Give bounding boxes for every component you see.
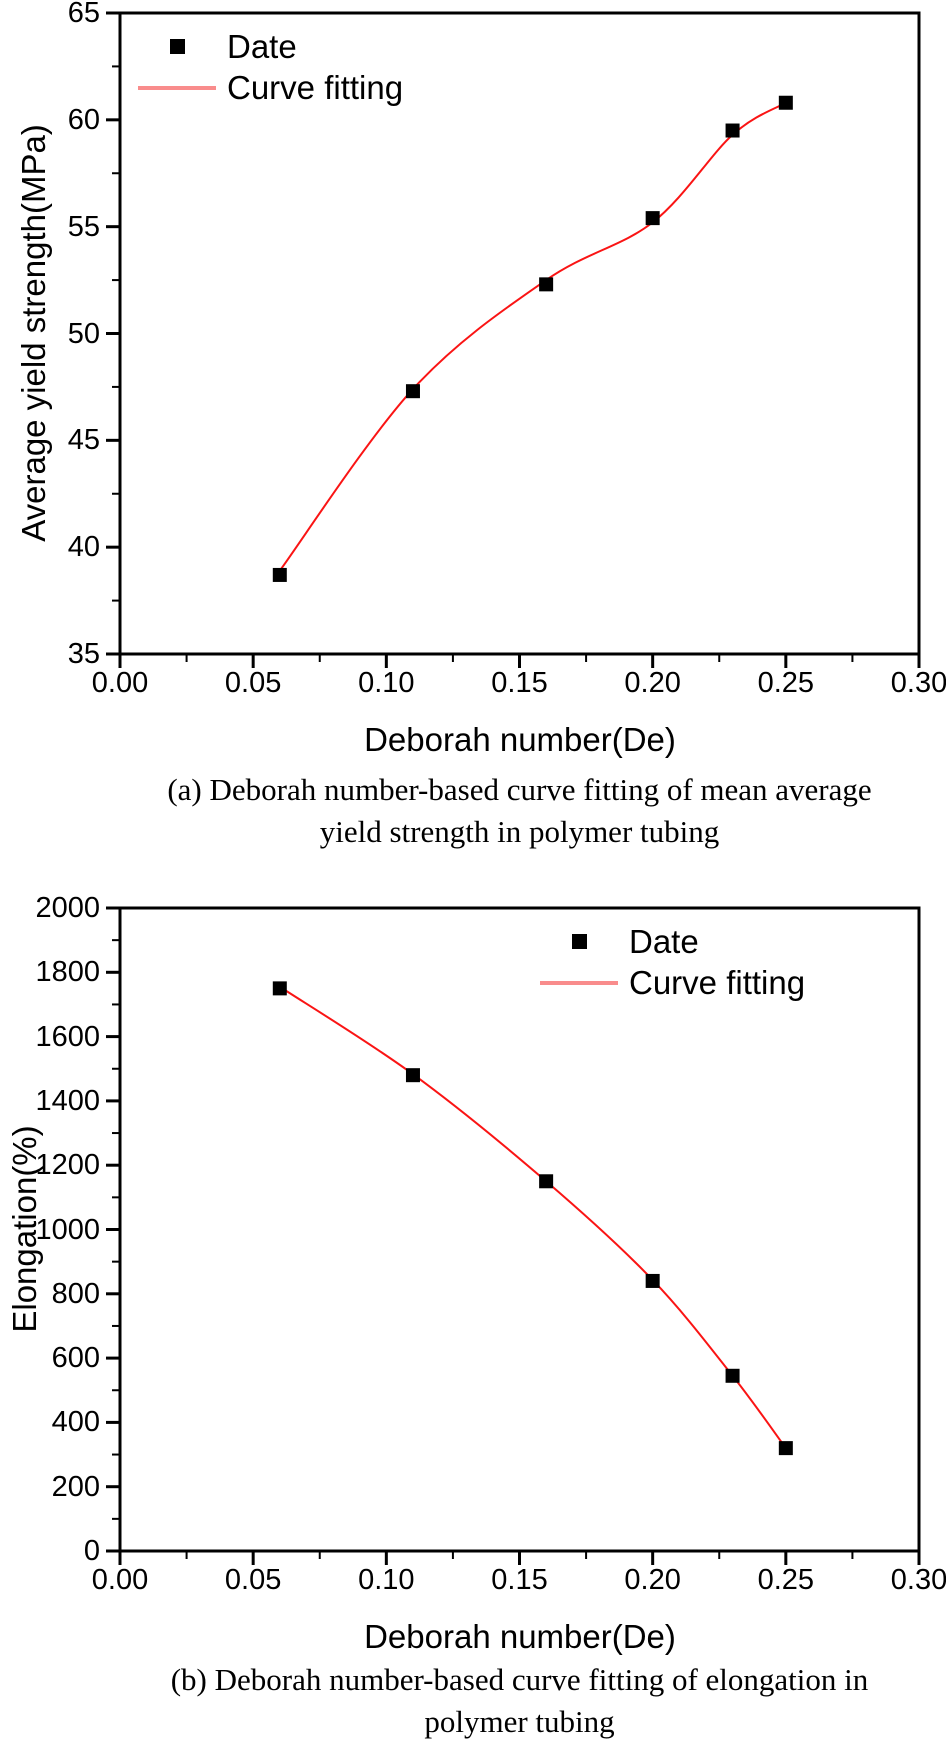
legend-square-marker-icon xyxy=(169,39,185,54)
data-point-marker-a xyxy=(778,95,793,110)
y-tick-label: 65 xyxy=(67,0,100,29)
legend-line-icon xyxy=(138,85,216,90)
y-tick-label: 0 xyxy=(83,1535,100,1567)
x-tick-label: 0.25 xyxy=(757,667,815,699)
chart-b-legend: Date Curve fitting xyxy=(539,921,805,1003)
data-point-marker-a xyxy=(539,277,554,292)
data-point-marker-b xyxy=(778,1441,793,1456)
x-tick-label: 0.30 xyxy=(890,1564,946,1596)
chart-b-caption-line1: (b) Deborah number-based curve fitting o… xyxy=(170,1662,869,1697)
data-point-marker-a xyxy=(725,123,740,138)
y-tick-label: 35 xyxy=(67,638,100,670)
data-point-marker-a xyxy=(272,567,287,582)
x-tick-label: 0.15 xyxy=(491,667,548,699)
data-point-marker-b xyxy=(725,1368,740,1383)
x-tick-label: 0.15 xyxy=(491,1564,548,1596)
chart-b-legend-marker-sample xyxy=(539,934,619,949)
y-tick-label: 1600 xyxy=(35,1020,100,1053)
y-tick-label: 600 xyxy=(51,1342,100,1375)
fitted-curve-a xyxy=(278,101,787,572)
data-point-marker-b xyxy=(405,1068,420,1083)
chart-b-caption: (b) Deborah number-based curve fitting o… xyxy=(93,1659,946,1743)
chart-a-legend-row-data: Date xyxy=(137,26,403,67)
chart-a-legend: Date Curve fitting xyxy=(137,26,403,108)
chart-a-x-axis-title: Deborah number(De) xyxy=(364,721,676,758)
fitted-curve-b xyxy=(279,985,787,1449)
y-tick-label: 200 xyxy=(51,1470,100,1503)
x-tick-label: 0.20 xyxy=(624,1564,681,1596)
chart-a-caption: (a) Deborah number-based curve fitting o… xyxy=(93,769,946,853)
chart-a-caption-line1: (a) Deborah number-based curve fitting o… xyxy=(167,772,872,807)
chart-b-x-axis-title: Deborah number(De) xyxy=(364,1618,676,1655)
plot-frame-a xyxy=(118,11,921,656)
y-tick-label: 800 xyxy=(51,1277,100,1310)
y-tick-label: 40 xyxy=(67,531,100,564)
x-tick-label: 0.00 xyxy=(91,1564,149,1596)
chart-b-legend-row-data: Date xyxy=(539,921,805,962)
x-tick-label: 0.20 xyxy=(624,667,681,699)
chart-b-legend-row-curve: Curve fitting xyxy=(539,962,805,1003)
y-tick-label: 45 xyxy=(67,424,100,457)
chart-a-legend-label-curve: Curve fitting xyxy=(227,68,404,106)
chart-b-legend-label-date: Date xyxy=(629,922,699,960)
x-tick-label: 0.30 xyxy=(890,667,946,699)
data-point-marker-a xyxy=(645,211,660,226)
y-tick-label: 60 xyxy=(67,103,100,136)
x-tick-label: 0.10 xyxy=(358,1564,415,1596)
chart-b-caption-line2: polymer tubing xyxy=(424,1704,615,1739)
chart-a-legend-row-curve: Curve fitting xyxy=(137,67,403,108)
x-tick-label: 0.00 xyxy=(91,667,149,699)
data-point-marker-b xyxy=(645,1273,660,1288)
plot-frame-b xyxy=(118,906,921,1553)
x-tick-label: 0.05 xyxy=(224,667,282,699)
chart-a-legend-marker-sample xyxy=(137,39,217,54)
y-tick-label: 2000 xyxy=(35,892,100,924)
y-tick-label: 55 xyxy=(67,210,100,243)
chart-a-caption-line2: yield strength in polymer tubing xyxy=(319,814,720,849)
legend-line-icon xyxy=(540,980,618,985)
legend-square-marker-icon xyxy=(571,934,587,949)
y-tick-label: 1400 xyxy=(35,1084,100,1117)
chart-a-legend-line-sample xyxy=(137,85,217,90)
x-tick-label: 0.05 xyxy=(224,1564,282,1596)
y-tick-label: 1800 xyxy=(35,956,100,989)
y-tick-label: 1000 xyxy=(35,1213,100,1246)
chart-b-legend-label-curve: Curve fitting xyxy=(629,963,806,1001)
data-point-marker-a xyxy=(405,384,420,399)
y-tick-label: 1200 xyxy=(35,1149,100,1182)
x-tick-label: 0.10 xyxy=(358,667,415,699)
data-point-marker-b xyxy=(272,981,287,996)
x-tick-label: 0.25 xyxy=(757,1564,815,1596)
y-tick-label: 400 xyxy=(51,1406,100,1439)
y-tick-label: 50 xyxy=(67,317,100,350)
data-point-marker-b xyxy=(539,1174,554,1189)
chart-b-legend-line-sample xyxy=(539,980,619,985)
chart-a-legend-label-date: Date xyxy=(227,27,297,65)
